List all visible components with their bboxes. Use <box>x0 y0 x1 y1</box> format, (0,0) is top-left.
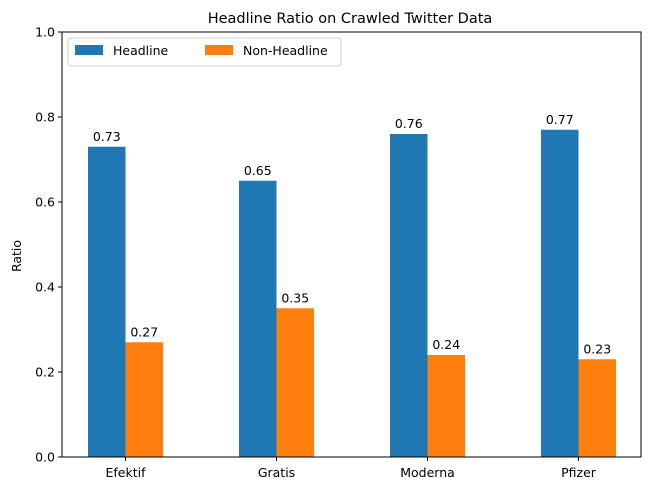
x-tick-label: Moderna <box>400 465 455 480</box>
data-label: 0.76 <box>395 116 423 131</box>
data-label: 0.73 <box>93 129 121 144</box>
data-label: 0.24 <box>432 337 460 352</box>
y-axis-label: Ratio <box>9 240 24 272</box>
chart-title: Headline Ratio on Crawled Twitter Data <box>208 11 493 27</box>
legend-swatch-non-headline <box>205 45 233 55</box>
y-tick-label: 1.0 <box>35 25 55 40</box>
bar-headline-pfizer <box>541 129 579 457</box>
y-tick-label: 0.6 <box>35 195 55 210</box>
x-tick-label: Pfizer <box>561 465 597 480</box>
bar-headline-efektif <box>88 146 126 457</box>
plot-frame <box>61 31 642 458</box>
y-tick-label: 0.2 <box>35 365 55 380</box>
y-tick-label: 0.0 <box>35 450 55 465</box>
bar-non-headline-pfizer <box>578 359 616 457</box>
data-label: 0.65 <box>244 163 272 178</box>
x-tick-label: Efektif <box>105 465 146 480</box>
bar-headline-gratis <box>239 180 277 457</box>
legend-swatch-headline <box>75 45 103 55</box>
bar-non-headline-gratis <box>276 308 314 457</box>
bar-non-headline-efektif <box>125 342 163 457</box>
bar-headline-moderna <box>390 134 428 457</box>
plot-area: 0.0 0.2 0.4 0.6 0.8 1.0 0.73 0.65 0.76 0.77 0.27 0.… <box>35 25 616 480</box>
y-tick-label: 0.4 <box>35 280 55 295</box>
data-label: 0.23 <box>583 341 611 356</box>
legend-label: Headline <box>113 43 169 58</box>
data-label: 0.27 <box>130 324 158 339</box>
legend: Headline Non-Headline <box>67 37 342 67</box>
legend-box <box>67 37 342 67</box>
x-tick-label: Gratis <box>258 465 295 480</box>
data-label: 0.35 <box>281 290 309 305</box>
legend-label: Non-Headline <box>243 43 328 58</box>
data-label: 0.77 <box>546 112 574 127</box>
bar-non-headline-moderna <box>427 355 465 457</box>
y-tick-label: 0.8 <box>35 110 55 125</box>
